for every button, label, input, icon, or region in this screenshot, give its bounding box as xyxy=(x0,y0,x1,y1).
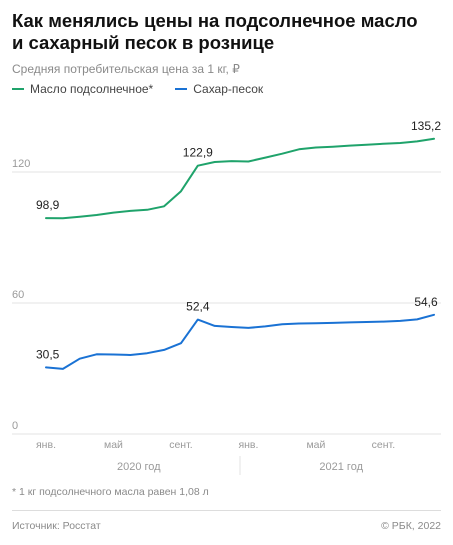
legend-label-sugar: Сахар-песок xyxy=(193,82,264,96)
legend-item-oil: Масло подсолнечное* xyxy=(12,82,153,96)
legend-swatch-sugar xyxy=(175,88,188,90)
chart-legend: Масло подсолнечное* Сахар-песок xyxy=(12,82,263,96)
y-tick-label-120: 120 xyxy=(12,158,30,170)
series-line-1 xyxy=(45,313,435,370)
x-year-label-1: 2021 год xyxy=(319,461,363,473)
legend-label-oil: Масло подсолнечное* xyxy=(30,82,154,96)
chart-title-line2: и сахарный песок в рознице xyxy=(12,32,275,53)
legend-item-sugar: Сахар-песок xyxy=(175,82,263,96)
footnote: * 1 кг подсолнечного масла равен 1,08 л xyxy=(12,486,209,498)
chart-title-line1: Как менялись цены на подсолнечное масло xyxy=(12,10,418,31)
x-tick-label-4: май xyxy=(306,439,325,451)
legend-swatch-oil xyxy=(12,88,24,90)
x-tick-label-3: янв. xyxy=(238,439,258,451)
copyright-note: © РБК, 2022 xyxy=(381,520,441,532)
data-label-1-1: 52,4 xyxy=(186,300,210,314)
chart-subtitle: Средняя потребительская цена за 1 кг, ₽ xyxy=(12,62,240,76)
data-label-0-2: 135,2 xyxy=(411,119,441,133)
footer-divider xyxy=(12,510,441,511)
x-year-label-0: 2020 год xyxy=(117,461,161,473)
x-tick-label-2: сент. xyxy=(169,439,192,451)
data-label-1-2: 54,6 xyxy=(414,295,438,309)
y-tick-label-0: 0 xyxy=(12,420,18,432)
x-tick-label-1: май xyxy=(104,439,123,451)
data-label-0-0: 98,9 xyxy=(36,198,60,212)
source-note: Источник: Росстат xyxy=(12,520,101,532)
data-label-1-0: 30,5 xyxy=(36,347,60,361)
data-label-0-1: 122,9 xyxy=(183,146,213,160)
x-tick-label-0: янв. xyxy=(36,439,56,451)
chart-title: Как менялись цены на подсолнечное масло … xyxy=(12,10,442,54)
series-line-0 xyxy=(45,137,435,220)
y-tick-label-60: 60 xyxy=(12,289,24,301)
x-tick-label-5: сент. xyxy=(372,439,395,451)
